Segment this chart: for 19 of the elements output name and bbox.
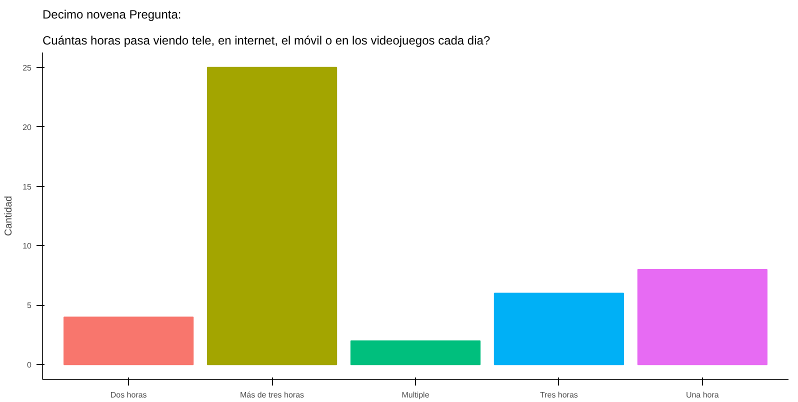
bar	[494, 292, 624, 366]
bar	[64, 316, 194, 366]
chart-subtitle: Cuántas horas pasa viendo tele, en internet, el móvil o en los videojuegos cada dia?	[42, 34, 490, 48]
bar	[637, 269, 768, 366]
bar	[206, 66, 338, 366]
x-tick-label: Tres horas	[540, 390, 578, 400]
y-tick-label: 20	[22, 122, 32, 132]
x-tick-label: Multiple	[402, 390, 430, 400]
x-tick-label: Más de tres horas	[240, 390, 304, 400]
bar	[350, 340, 481, 366]
y-axis-title: Cantidad	[4, 196, 15, 236]
y-tick-label: 0	[27, 360, 32, 370]
y-tick-label: 25	[22, 63, 32, 72]
x-tick-label: Dos horas	[110, 390, 147, 400]
y-tick-label: 10	[22, 242, 32, 251]
y-tick-label: 5	[27, 301, 32, 310]
y-tick-label: 15	[22, 182, 32, 192]
chart-title: Decimo novena Pregunta:	[42, 8, 182, 22]
x-tick-label: Una hora	[686, 390, 720, 400]
